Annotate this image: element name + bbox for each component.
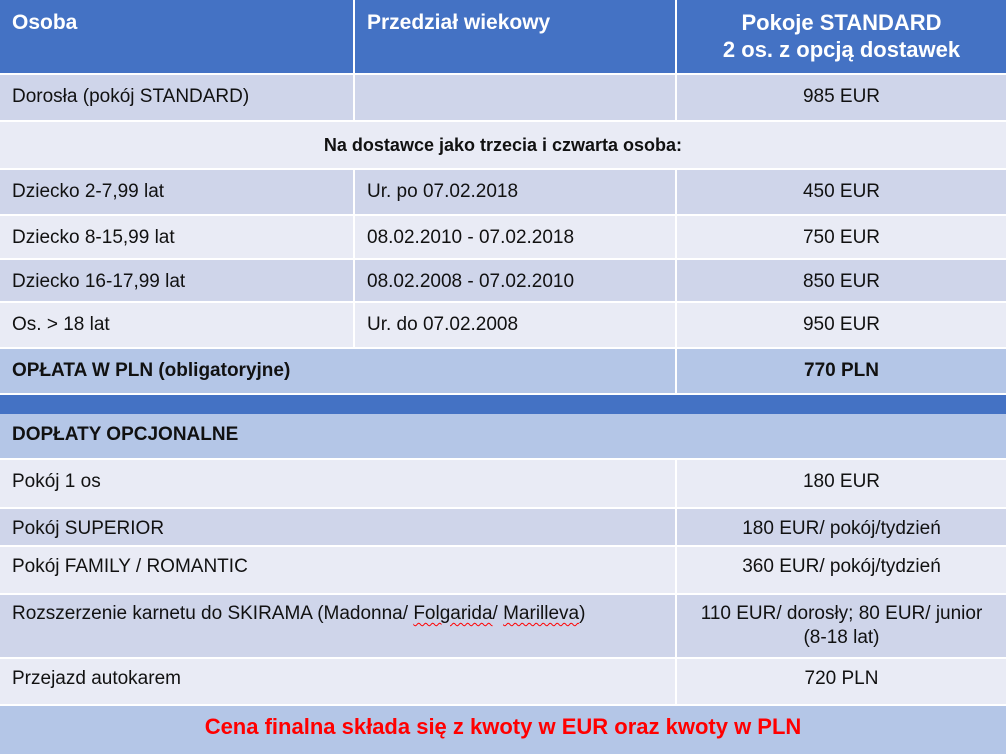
footer-row: Cena finalna składa się z kwoty w EUR or…: [0, 706, 1006, 754]
table-row: Os. > 18 lat Ur. do 07.02.2008 950 EUR: [0, 303, 1006, 349]
optional-label: Pokój FAMILY / ROMANTIC: [0, 547, 677, 595]
row-age: Ur. do 07.02.2008: [355, 303, 677, 349]
final-price-note: Cena finalna składa się z kwoty w EUR or…: [0, 706, 1006, 754]
row-age: 08.02.2008 - 07.02.2010: [355, 260, 677, 303]
table-row: Dziecko 8-15,99 lat 08.02.2010 - 07.02.2…: [0, 216, 1006, 260]
header-person: Osoba: [0, 0, 355, 75]
table-row: Pokój SUPERIOR 180 EUR/ pokój/tydzień: [0, 509, 1006, 547]
fee-row: OPŁATA W PLN (obligatoryjne) 770 PLN: [0, 349, 1006, 395]
table-row: Dziecko 2-7,99 lat Ur. po 07.02.2018 450…: [0, 170, 1006, 216]
label-text: Rozszerzenie karnetu do SKIRAMA (Madonna…: [12, 603, 414, 624]
fee-label: OPŁATA W PLN (obligatoryjne): [0, 349, 677, 395]
row-price: 950 EUR: [677, 303, 1006, 349]
optional-price: 180 EUR/ pokój/tydzień: [677, 509, 1006, 547]
row-price: 850 EUR: [677, 260, 1006, 303]
row-person: Dziecko 8-15,99 lat: [0, 216, 355, 260]
optional-price: 360 EUR/ pokój/tydzień: [677, 547, 1006, 595]
header-standard-rooms: Pokoje STANDARD 2 os. z opcją dostawek: [677, 0, 1006, 75]
label-separator: /: [492, 603, 504, 624]
fee-price: 770 PLN: [677, 349, 1006, 395]
label-end: ): [579, 603, 586, 624]
section-divider: [0, 395, 1006, 414]
optional-price: 110 EUR/ dorosły; 80 EUR/ junior (8-18 l…: [677, 595, 1006, 659]
row-age: [355, 75, 677, 122]
row-price: 450 EUR: [677, 170, 1006, 216]
row-person: Dziecko 2-7,99 lat: [0, 170, 355, 216]
row-price: 750 EUR: [677, 216, 1006, 260]
optional-price: 180 EUR: [677, 460, 1006, 509]
row-person: Dziecko 16-17,99 lat: [0, 260, 355, 303]
optional-price: 720 PLN: [677, 659, 1006, 706]
row-person: Os. > 18 lat: [0, 303, 355, 349]
header-standard-line2: 2 os. z opcją dostawek: [722, 37, 961, 62]
optional-label: Przejazd autokarem: [0, 659, 677, 706]
optional-label: Rozszerzenie karnetu do SKIRAMA (Madonna…: [0, 595, 677, 659]
extra-bed-note-row: Na dostawce jako trzecia i czwarta osoba…: [0, 122, 1006, 170]
optional-price-line1: 110 EUR/ dorosły; 80 EUR/ junior: [700, 603, 983, 624]
optional-price-line2: (8-18 lat): [803, 627, 880, 648]
table-row: Dziecko 16-17,99 lat 08.02.2008 - 07.02.…: [0, 260, 1006, 303]
row-age: 08.02.2010 - 07.02.2018: [355, 216, 677, 260]
extra-bed-note: Na dostawce jako trzecia i czwarta osoba…: [0, 122, 1006, 170]
header-standard-line1: Pokoje STANDARD: [741, 10, 942, 35]
table-row: Dorosła (pokój STANDARD) 985 EUR: [0, 75, 1006, 122]
label-marilleva: Marilleva: [503, 603, 580, 624]
header-age-range: Przedział wiekowy: [355, 0, 677, 75]
table-row: Pokój 1 os 180 EUR: [0, 460, 1006, 509]
table-header: Osoba Przedział wiekowy Pokoje STANDARD …: [0, 0, 1006, 75]
row-age: Ur. po 07.02.2018: [355, 170, 677, 216]
row-person: Dorosła (pokój STANDARD): [0, 75, 355, 122]
label-folgarida: Folgarida: [413, 603, 493, 624]
row-price: 985 EUR: [677, 75, 1006, 122]
optional-label: Pokój SUPERIOR: [0, 509, 677, 547]
optional-title-row: DOPŁATY OPCJONALNE: [0, 414, 1006, 460]
table-row: Rozszerzenie karnetu do SKIRAMA (Madonna…: [0, 595, 1006, 659]
optional-title: DOPŁATY OPCJONALNE: [0, 414, 1006, 460]
optional-label: Pokój 1 os: [0, 460, 677, 509]
table-row: Pokój FAMILY / ROMANTIC 360 EUR/ pokój/t…: [0, 547, 1006, 595]
table-row: Przejazd autokarem 720 PLN: [0, 659, 1006, 706]
